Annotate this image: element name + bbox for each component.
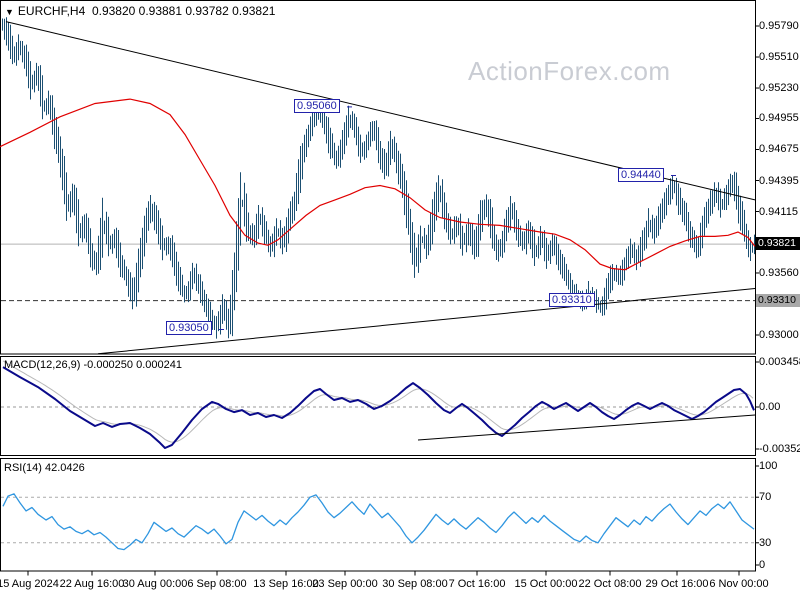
- ohlc-values: 0.93820 0.93881 0.93782 0.93821: [91, 4, 276, 18]
- macd-name: MACD(12,26,9): [4, 359, 81, 371]
- price-tick-label: 0.94955: [759, 112, 799, 124]
- time-tick-label: 6 Sep 08:00: [187, 578, 247, 590]
- time-tick-label: 22 Oct 08:00: [578, 578, 642, 590]
- time-tick-label: 23 Sep 00:00: [312, 578, 378, 590]
- support-level-label[interactable]: 0.93310: [549, 293, 595, 307]
- price-tick-label: 0.93000: [759, 329, 799, 341]
- price-tick-label: 0.95510: [759, 51, 799, 63]
- price-tick-label: 0.94675: [759, 143, 799, 155]
- rsi-tick-label: 70: [759, 491, 772, 503]
- rsi-tick-label: 30: [759, 537, 772, 549]
- price-tick-label: 0.95230: [759, 82, 799, 94]
- price-tick-label: 0.95790: [759, 20, 799, 32]
- rsi-value: 42.0426: [44, 462, 85, 474]
- chart-header: ▼ EURCHF,H4 0.93820 0.93881 0.93782 0.938…: [5, 4, 275, 18]
- time-tick-label: 15 Oct 00:00: [514, 578, 578, 590]
- rsi-indicator-label: RSI(14) 42.0426: [4, 462, 85, 474]
- rsi-name: RSI(14): [4, 462, 42, 474]
- time-tick-label: 13 Sep 16:00: [253, 578, 319, 590]
- support-price-tag: 0.93310: [756, 294, 800, 307]
- support-level-label[interactable]: 0.93050: [166, 321, 212, 335]
- macd-tick-label: 0.00: [759, 401, 781, 413]
- time-tick-label: 22 Aug 16:00: [59, 578, 125, 590]
- macd-indicator-label: MACD(12,26,9) -0.000250 0.000241: [4, 359, 182, 371]
- rsi-tick-label: 100: [759, 460, 778, 472]
- time-tick-label: 7 Oct 16:00: [448, 578, 506, 590]
- symbol-timeframe: EURCHF,H4: [17, 4, 86, 18]
- price-tick-label: 0.94115: [759, 206, 798, 218]
- price-tick-label: 0.94395: [759, 175, 799, 187]
- resistance-level-label[interactable]: 0.94440: [618, 168, 664, 182]
- price-axis[interactable]: 0.95790 0.95510 0.95230 0.94955 0.94675 0.943…: [757, 0, 800, 572]
- watermark: ActionForex.com: [468, 56, 671, 86]
- rsi-tick-label: 0: [759, 559, 766, 571]
- time-tick-label: 6 Nov 00:00: [709, 578, 769, 590]
- symbol-dropdown-icon[interactable]: ▼: [5, 7, 14, 17]
- time-tick-label: 30 Sep 08:00: [382, 578, 448, 590]
- current-price-tag: 0.93821: [756, 237, 800, 250]
- resistance-level-label[interactable]: 0.95060: [294, 99, 340, 113]
- price-tick-label: 0.93560: [759, 267, 799, 279]
- macd-values: -0.000250 0.000241: [83, 359, 182, 371]
- time-tick-label: 30 Aug 00:00: [122, 578, 188, 590]
- time-tick-label: 29 Oct 16:00: [645, 578, 709, 590]
- time-tick-label: 15 Aug 2024: [0, 578, 59, 590]
- macd-tick-label: -0.003525: [759, 443, 800, 455]
- time-axis[interactable]: 15 Aug 2024 22 Aug 16:00 30 Aug 00:00 6 Sep…: [0, 572, 800, 600]
- macd-tick-label: 0.003458: [759, 356, 800, 368]
